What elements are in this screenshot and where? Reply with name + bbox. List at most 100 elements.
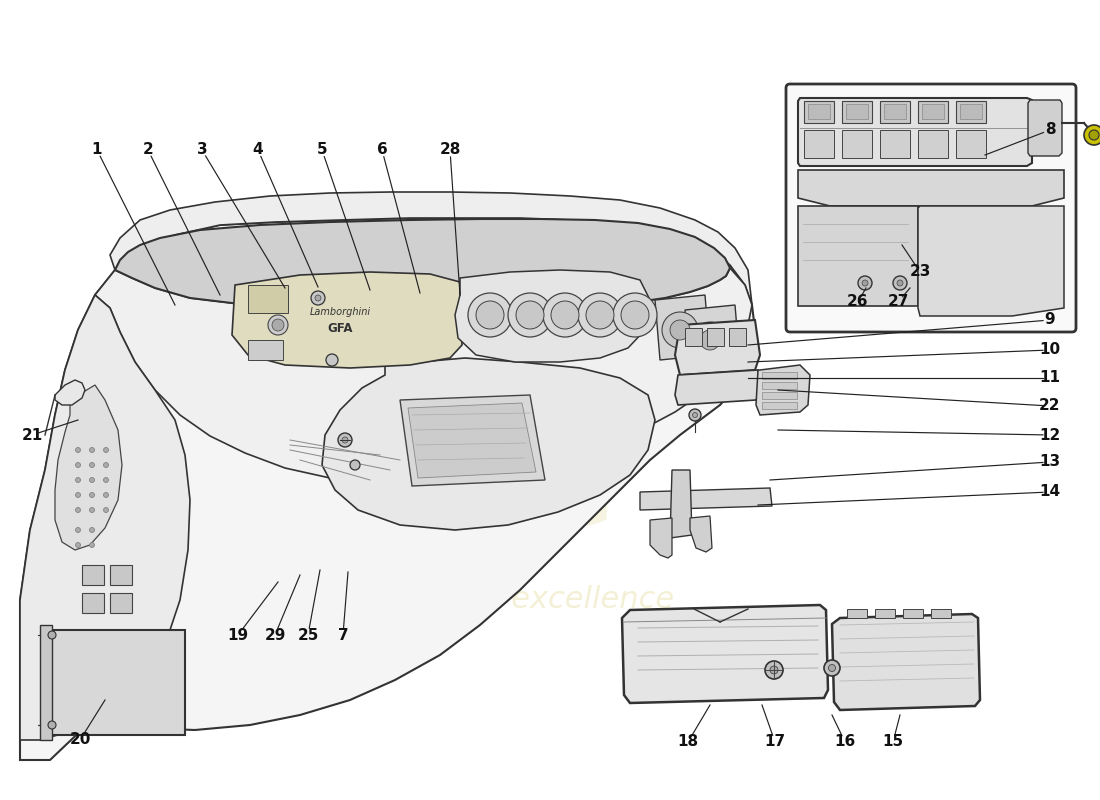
Text: 20: 20 xyxy=(69,733,90,747)
Polygon shape xyxy=(832,614,980,710)
Polygon shape xyxy=(685,305,740,370)
Polygon shape xyxy=(1028,100,1062,156)
Circle shape xyxy=(1084,125,1100,145)
Polygon shape xyxy=(675,370,760,405)
Bar xyxy=(918,130,948,158)
Circle shape xyxy=(326,354,338,366)
Text: 29: 29 xyxy=(264,627,286,642)
Circle shape xyxy=(76,462,80,467)
Polygon shape xyxy=(455,270,650,362)
Circle shape xyxy=(76,447,80,453)
Bar xyxy=(847,609,867,618)
Bar xyxy=(45,630,185,735)
Polygon shape xyxy=(232,272,462,368)
Text: 1: 1 xyxy=(91,142,102,158)
Circle shape xyxy=(764,661,783,679)
Bar xyxy=(82,593,104,613)
Circle shape xyxy=(692,322,728,358)
Circle shape xyxy=(103,493,109,498)
Text: 11: 11 xyxy=(1040,370,1060,386)
Bar xyxy=(762,402,798,409)
Bar xyxy=(110,593,132,613)
Circle shape xyxy=(543,293,587,337)
Circle shape xyxy=(516,301,544,329)
Circle shape xyxy=(76,542,80,547)
Text: 3: 3 xyxy=(197,142,207,158)
Bar xyxy=(808,104,830,119)
Polygon shape xyxy=(650,518,672,558)
Text: 17: 17 xyxy=(764,734,785,750)
Bar xyxy=(903,609,923,618)
Circle shape xyxy=(828,665,836,671)
Text: 12: 12 xyxy=(1040,427,1060,442)
Circle shape xyxy=(613,293,657,337)
Bar xyxy=(248,340,283,360)
Bar xyxy=(110,565,132,585)
Bar xyxy=(931,609,952,618)
Polygon shape xyxy=(20,218,755,760)
Text: 18: 18 xyxy=(678,734,698,750)
Bar xyxy=(685,328,702,346)
Text: 13: 13 xyxy=(1040,454,1060,470)
Bar xyxy=(956,101,986,123)
Bar xyxy=(762,372,798,379)
Circle shape xyxy=(89,462,95,467)
Circle shape xyxy=(468,293,512,337)
Text: 7: 7 xyxy=(338,627,349,642)
Polygon shape xyxy=(690,516,712,552)
Bar xyxy=(842,101,872,123)
Polygon shape xyxy=(55,380,85,405)
Circle shape xyxy=(551,301,579,329)
Circle shape xyxy=(48,631,56,639)
Circle shape xyxy=(1089,130,1099,140)
Circle shape xyxy=(896,280,903,286)
Bar xyxy=(842,130,872,158)
Bar xyxy=(82,565,104,585)
Circle shape xyxy=(508,293,552,337)
Bar xyxy=(248,285,288,313)
Polygon shape xyxy=(621,605,828,703)
Bar xyxy=(846,104,868,119)
Text: 21: 21 xyxy=(21,427,43,442)
Circle shape xyxy=(89,478,95,482)
Bar xyxy=(798,206,918,306)
Circle shape xyxy=(89,527,95,533)
Text: 5: 5 xyxy=(317,142,328,158)
Circle shape xyxy=(76,478,80,482)
Bar xyxy=(762,392,798,399)
Text: Lamborghini: Lamborghini xyxy=(309,307,371,317)
Polygon shape xyxy=(654,295,710,360)
Circle shape xyxy=(893,276,907,290)
Circle shape xyxy=(103,478,109,482)
Circle shape xyxy=(48,721,56,729)
Polygon shape xyxy=(20,295,190,740)
Text: 25: 25 xyxy=(297,627,319,642)
Circle shape xyxy=(476,301,504,329)
Polygon shape xyxy=(756,365,810,415)
Bar xyxy=(804,101,834,123)
Text: 15: 15 xyxy=(882,734,903,750)
Text: 14: 14 xyxy=(1040,485,1060,499)
Text: 4: 4 xyxy=(253,142,263,158)
Text: 6: 6 xyxy=(376,142,387,158)
Circle shape xyxy=(858,276,872,290)
Circle shape xyxy=(586,301,614,329)
Circle shape xyxy=(103,447,109,453)
Circle shape xyxy=(621,301,649,329)
Circle shape xyxy=(89,507,95,513)
Text: 23: 23 xyxy=(910,265,931,279)
Bar xyxy=(880,101,910,123)
Circle shape xyxy=(578,293,621,337)
Bar xyxy=(804,130,834,158)
Circle shape xyxy=(342,437,348,443)
Text: 28: 28 xyxy=(439,142,461,158)
Text: 2: 2 xyxy=(143,142,153,158)
Circle shape xyxy=(272,319,284,331)
Circle shape xyxy=(693,413,697,418)
Bar xyxy=(922,104,944,119)
Circle shape xyxy=(689,409,701,421)
Circle shape xyxy=(103,507,109,513)
Bar xyxy=(960,104,982,119)
Circle shape xyxy=(89,447,95,453)
Circle shape xyxy=(700,330,720,350)
